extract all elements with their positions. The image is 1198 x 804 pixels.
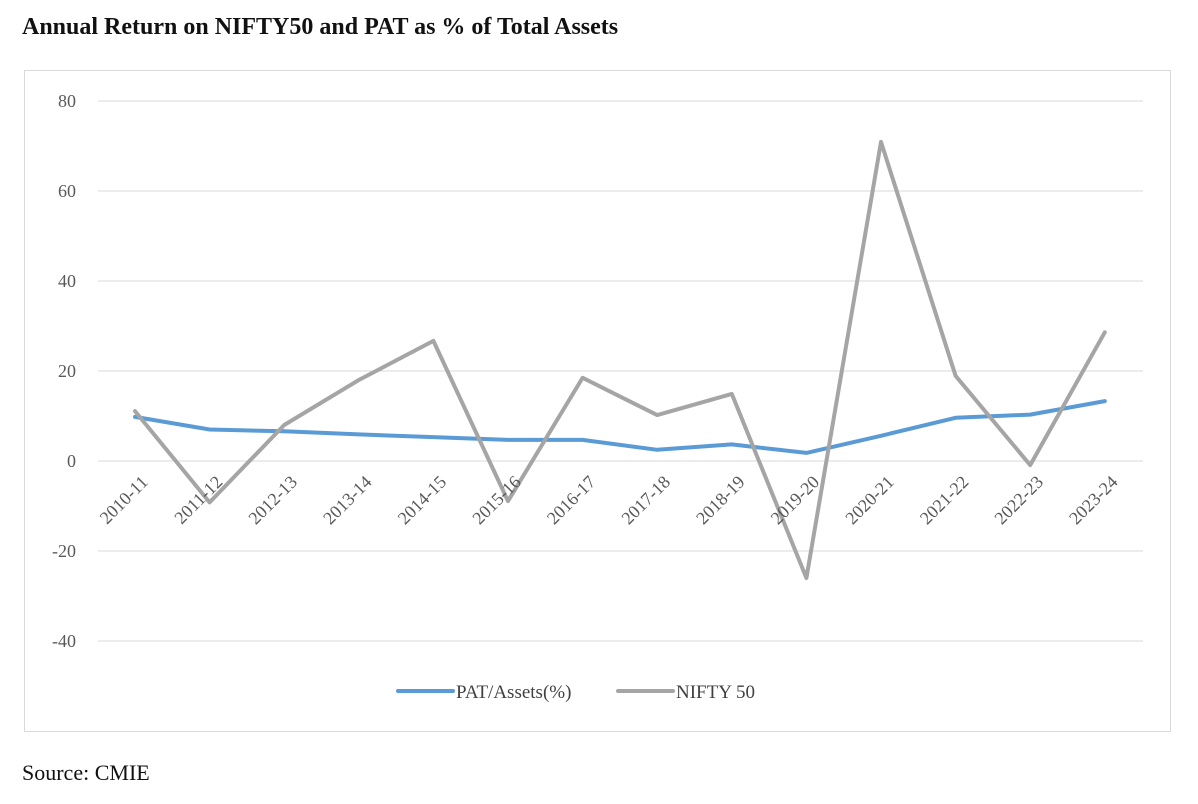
x-tick-label: 2016-17 [543,472,600,529]
series-line-1 [133,139,1107,580]
x-axis-ticks: 2010-11 2011-12 2012-13 2013-14 2014-15 2015-… [96,472,1122,529]
y-tick-label: -20 [52,541,76,561]
legend: PAT/Assets(%) NIFTY 50 [396,682,755,703]
source-note: Source: CMIE [22,760,150,785]
x-tick-label: 2013-14 [319,472,376,529]
x-tick-label: 2018-19 [692,472,749,529]
legend-label-0: PAT/Assets(%) [456,682,571,703]
x-tick-label: 2021-22 [916,472,973,529]
y-tick-label: 0 [67,451,76,471]
x-tick-label: 2020-21 [841,472,898,529]
y-axis-ticks: 80 60 40 20 0 -20 -40 [52,91,76,651]
series-line-0 [133,399,1107,455]
x-tick-label: 2017-18 [617,472,674,529]
line-chart: 80 60 40 20 0 -20 -40 2010-11 2011-12 2012-13 201… [52,91,1143,703]
y-tick-label: 20 [58,361,76,381]
x-tick-label: 2012-13 [244,472,301,529]
x-tick-label: 2022-23 [990,472,1047,529]
series-lines [133,139,1107,580]
chart-area: 80 60 40 20 0 -20 -40 2010-11 2011-12 2012-13 201… [24,70,1171,732]
gridlines [98,100,1143,642]
chart-title: Annual Return on NIFTY50 and PAT as % of… [22,14,619,40]
y-tick-label: -40 [52,631,76,651]
x-tick-label: 2010-11 [96,472,152,528]
x-tick-label: 2014-15 [394,472,451,529]
y-tick-label: 60 [58,181,76,201]
legend-label-1: NIFTY 50 [676,682,755,703]
y-tick-label: 40 [58,271,76,291]
x-tick-label: 2023-24 [1065,472,1122,529]
x-tick-label: 2011-12 [170,472,226,528]
y-tick-label: 80 [58,91,76,111]
